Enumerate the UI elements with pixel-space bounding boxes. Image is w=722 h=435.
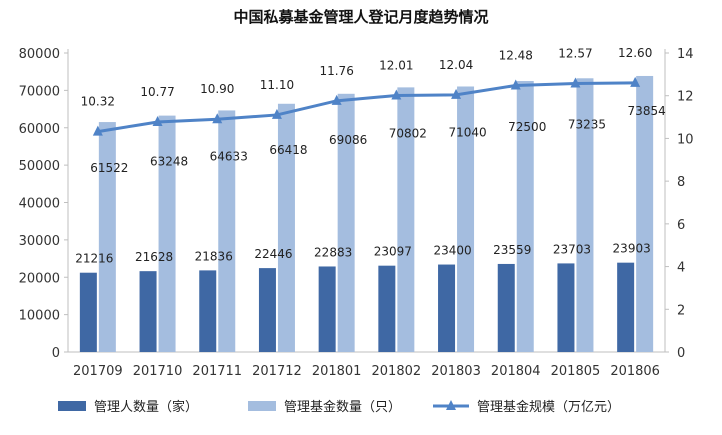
data-label-fund-scale: 12.60 [618, 46, 652, 60]
bar-fund-count [457, 86, 475, 352]
bar-fund-count [98, 122, 116, 352]
data-label-fund-scale: 12.48 [499, 48, 533, 62]
bar-manager-count [139, 271, 157, 352]
right-tick-label: 10 [677, 132, 694, 147]
legend-swatch [248, 401, 276, 411]
line-point-marker [92, 125, 103, 136]
bar-manager-count [557, 263, 575, 352]
left-tick-label: 30000 [19, 234, 60, 249]
data-label-fund-count: 69086 [329, 133, 367, 147]
x-tick-label: 201712 [252, 364, 302, 379]
x-tick-label: 201801 [312, 364, 362, 379]
data-label-fund-scale: 10.77 [140, 85, 174, 99]
right-tick-label: 14 [677, 47, 694, 62]
bar-fund-count [636, 75, 654, 352]
data-label-fund-scale: 10.90 [200, 82, 234, 96]
left-tick-label: 60000 [19, 122, 60, 137]
legend-swatch [58, 401, 86, 411]
data-label-manager-count: 23400 [433, 244, 471, 258]
bar-manager-count [258, 268, 276, 352]
x-tick-label: 201710 [133, 364, 183, 379]
line-point-marker [451, 88, 462, 99]
line-point-marker [570, 77, 581, 88]
data-label-manager-count: 23903 [613, 242, 651, 256]
bar-fund-count [218, 110, 236, 352]
line-point-marker [630, 76, 641, 87]
line-point-marker [510, 79, 521, 90]
data-label-fund-count: 63248 [150, 155, 188, 169]
bar-fund-count [397, 87, 415, 352]
x-tick-label: 201802 [372, 364, 422, 379]
bar-manager-count [79, 272, 97, 352]
right-tick-label: 2 [677, 303, 685, 318]
right-tick-label: 6 [677, 218, 685, 233]
bar-manager-count [199, 270, 217, 352]
data-label-fund-scale: 10.32 [81, 95, 115, 109]
left-tick-label: 0 [52, 346, 60, 361]
legend-label: 管理人数量（家） [94, 399, 198, 415]
data-label-fund-scale: 12.01 [379, 59, 413, 73]
legend-label: 管理基金数量（只） [284, 399, 401, 415]
data-label-manager-count: 23097 [374, 245, 412, 259]
left-tick-label: 70000 [19, 84, 60, 99]
bar-manager-count [318, 266, 336, 352]
right-tick-label: 4 [677, 261, 685, 276]
line-fund-scale [97, 81, 636, 134]
chart-title: 中国私募基金管理人登记月度趋势情况 [233, 8, 489, 26]
left-tick-label: 80000 [19, 47, 60, 62]
data-label-manager-count: 21836 [195, 249, 233, 263]
line-point-marker [271, 108, 282, 119]
right-tick-label: 8 [677, 175, 685, 190]
data-label-manager-count: 21216 [75, 252, 113, 266]
x-tick-label: 201803 [431, 364, 481, 379]
data-label-manager-count: 22446 [254, 247, 292, 261]
data-label-fund-count: 70802 [389, 126, 427, 140]
bar-fund-count [158, 115, 176, 353]
x-tick-label: 201805 [551, 364, 601, 379]
bar-manager-count [617, 262, 635, 352]
bar-manager-count [438, 264, 456, 352]
data-label-manager-count: 23703 [553, 242, 591, 256]
line-point-marker [331, 94, 342, 105]
data-label-fund-scale: 11.76 [319, 64, 353, 78]
x-tick-label: 201711 [192, 364, 242, 379]
line-point-marker [212, 113, 223, 124]
legend-label: 管理基金规模（万亿元） [477, 399, 620, 415]
right-tick-label: 0 [677, 346, 685, 361]
data-label-fund-scale: 12.04 [439, 58, 473, 72]
data-label-fund-count: 73235 [568, 117, 606, 131]
bar-fund-count [516, 81, 534, 352]
line-point-marker [152, 115, 163, 126]
x-tick-label: 201806 [610, 364, 660, 379]
data-label-fund-scale: 12.57 [558, 47, 592, 61]
x-tick-label: 201804 [491, 364, 541, 379]
line-point-marker [391, 89, 402, 100]
bar-fund-count [277, 103, 295, 352]
legend-marker [446, 400, 456, 410]
x-tick-label: 201709 [73, 364, 123, 379]
bar-manager-count [378, 265, 396, 352]
left-tick-label: 20000 [19, 271, 60, 286]
data-label-manager-count: 22883 [314, 245, 352, 259]
data-label-fund-count: 71040 [448, 125, 486, 139]
data-label-manager-count: 21628 [135, 250, 173, 264]
data-label-fund-count: 73854 [628, 104, 666, 118]
data-label-fund-count: 66418 [269, 143, 307, 157]
left-tick-label: 50000 [19, 159, 60, 174]
data-label-manager-count: 23559 [493, 243, 531, 257]
data-label-fund-scale: 11.10 [260, 78, 294, 92]
left-tick-label: 40000 [19, 197, 60, 212]
right-tick-label: 12 [677, 90, 694, 105]
data-label-fund-count: 64633 [210, 149, 248, 163]
bar-fund-count [337, 93, 355, 352]
data-label-fund-count: 72500 [508, 120, 546, 134]
data-label-fund-count: 61522 [90, 161, 128, 175]
bar-fund-count [576, 78, 594, 353]
left-tick-label: 10000 [19, 309, 60, 324]
bar-manager-count [497, 263, 515, 352]
